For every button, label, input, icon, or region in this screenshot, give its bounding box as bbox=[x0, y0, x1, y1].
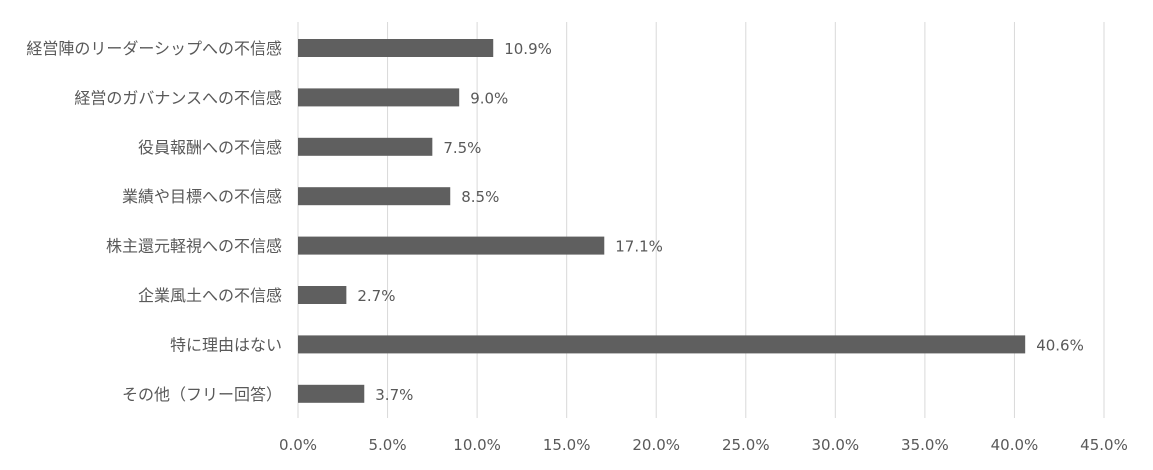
category-label: 経営のガバナンスへの不信感 bbox=[74, 88, 282, 107]
x-tick-label: 45.0% bbox=[1080, 436, 1128, 454]
category-labels: 経営陣のリーダーシップへの不信感経営のガバナンスへの不信感役員報酬への不信感業績… bbox=[26, 39, 282, 404]
data-label: 7.5% bbox=[443, 139, 481, 157]
category-label: 役員報酬への不信感 bbox=[138, 138, 282, 157]
x-tick-label: 40.0% bbox=[991, 436, 1039, 454]
bar bbox=[298, 137, 433, 156]
value-labels: 10.9% 9.0% 7.5% 8.5% 17.1% 2.7% 40.6% 3.7% bbox=[357, 40, 1083, 404]
data-label: 40.6% bbox=[1036, 336, 1084, 354]
x-tick-label: 10.0% bbox=[453, 436, 501, 454]
data-label: 10.9% bbox=[504, 40, 552, 58]
x-tick-label: 15.0% bbox=[543, 436, 591, 454]
category-label: 企業風土への不信感 bbox=[138, 286, 282, 305]
bar bbox=[298, 384, 365, 403]
category-label: 株主還元軽視への不信感 bbox=[106, 237, 282, 256]
gridlines bbox=[297, 22, 1105, 418]
category-label: その他（フリー回答） bbox=[122, 385, 282, 404]
x-tick-label: 5.0% bbox=[369, 436, 407, 454]
bar bbox=[298, 286, 347, 304]
data-label: 2.7% bbox=[357, 287, 395, 305]
x-tick-label: 25.0% bbox=[722, 436, 770, 454]
bars bbox=[298, 39, 1026, 403]
x-tick-label: 35.0% bbox=[901, 436, 949, 454]
x-axis-tick-labels: 0.0% 5.0% 10.0% 15.0% 20.0% 25.0% 30.0% 35.0% 40… bbox=[279, 436, 1128, 454]
bar bbox=[298, 88, 460, 107]
bar bbox=[298, 187, 451, 206]
data-label: 17.1% bbox=[615, 238, 663, 256]
bar bbox=[298, 39, 494, 57]
category-label: 経営陣のリーダーシップへの不信感 bbox=[26, 39, 282, 58]
category-label: 特に理由はない bbox=[170, 335, 282, 354]
x-tick-label: 0.0% bbox=[279, 436, 317, 454]
x-tick-label: 30.0% bbox=[812, 436, 860, 454]
data-label: 9.0% bbox=[470, 89, 508, 107]
data-label: 3.7% bbox=[375, 386, 413, 404]
x-tick-label: 20.0% bbox=[632, 436, 680, 454]
category-label: 業績や目標への不信感 bbox=[122, 187, 282, 206]
bar bbox=[298, 335, 1026, 354]
bar bbox=[298, 236, 605, 255]
data-label: 8.5% bbox=[461, 188, 499, 206]
